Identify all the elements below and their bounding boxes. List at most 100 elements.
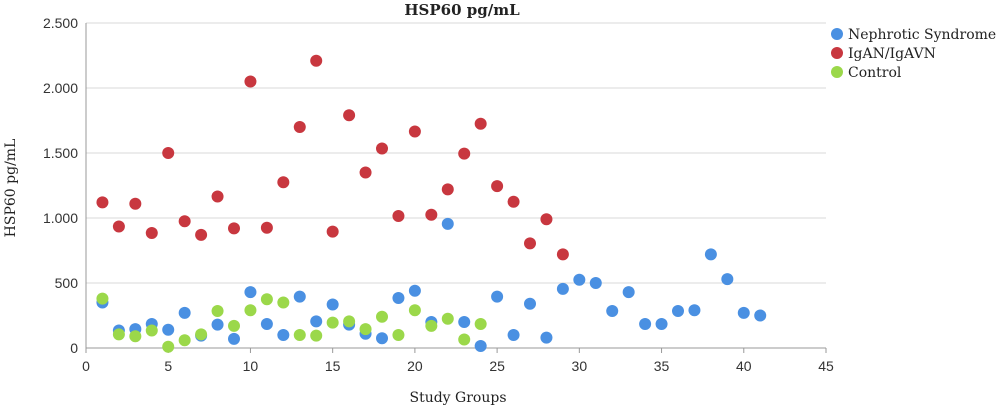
point-nephrotic-syndrome xyxy=(376,332,388,345)
point-control xyxy=(129,330,142,343)
legend-marker xyxy=(831,66,843,78)
y-tick-label: 2.500 xyxy=(43,15,78,31)
point-igan-igavn xyxy=(244,75,257,88)
x-tick-labels: 0 5 10 15 20 25 30 35 40 45 xyxy=(82,348,834,374)
point-nephrotic-syndrome xyxy=(589,277,602,289)
legend-label: Control xyxy=(848,65,902,81)
point-nephrotic-syndrome xyxy=(556,282,569,295)
point-igan-igavn xyxy=(343,109,356,122)
point-control xyxy=(359,323,372,336)
point-igan-igavn xyxy=(458,147,471,160)
point-control xyxy=(441,312,454,325)
point-igan-igavn xyxy=(425,208,438,221)
point-igan-igavn xyxy=(277,176,290,189)
point-igan-igavn xyxy=(195,228,208,241)
point-nephrotic-syndrome xyxy=(524,297,536,310)
point-nephrotic-syndrome xyxy=(392,291,405,304)
point-nephrotic-syndrome xyxy=(507,329,520,341)
point-control xyxy=(326,316,339,329)
data-points xyxy=(96,54,767,353)
x-tick-label: 0 xyxy=(82,358,90,374)
point-igan-igavn xyxy=(178,215,191,228)
y-tick-label: 1.500 xyxy=(43,145,78,161)
point-control xyxy=(260,293,273,306)
point-nephrotic-syndrome xyxy=(458,316,471,328)
y-tick-labels: 0 500 1.000 1.500 2.000 2.500 xyxy=(43,15,78,356)
y-tick-label: 1.000 xyxy=(43,210,78,226)
point-nephrotic-syndrome xyxy=(228,332,240,345)
point-igan-igavn xyxy=(408,125,421,138)
point-control xyxy=(458,333,471,346)
point-igan-igavn xyxy=(293,121,306,133)
point-igan-igavn xyxy=(359,166,372,179)
x-tick-label: 40 xyxy=(736,358,752,374)
point-nephrotic-syndrome xyxy=(326,298,339,311)
legend-marker xyxy=(831,28,843,40)
x-axis-label: Study Groups xyxy=(409,390,506,406)
point-control xyxy=(178,334,191,347)
point-igan-igavn xyxy=(96,196,109,209)
point-control xyxy=(408,304,421,317)
point-igan-igavn xyxy=(556,248,569,261)
point-control xyxy=(277,296,290,309)
point-control xyxy=(244,304,257,317)
point-control xyxy=(228,319,240,332)
gridlines xyxy=(86,22,826,284)
x-tick-label: 10 xyxy=(243,358,259,374)
point-nephrotic-syndrome xyxy=(244,286,257,299)
point-nephrotic-syndrome xyxy=(260,317,273,330)
y-tick-label: 0 xyxy=(70,340,78,356)
point-igan-igavn xyxy=(474,117,487,130)
point-nephrotic-syndrome xyxy=(277,329,290,341)
point-nephrotic-syndrome xyxy=(178,306,191,319)
point-igan-igavn xyxy=(392,210,405,223)
x-tick-label: 15 xyxy=(325,358,341,374)
y-axis-label: HSP60 pg/mL xyxy=(3,139,19,238)
point-nephrotic-syndrome xyxy=(754,309,767,322)
x-tick-label: 35 xyxy=(654,358,670,374)
point-igan-igavn xyxy=(540,213,553,226)
legend-label: Nephrotic Syndrome xyxy=(848,27,996,43)
point-control xyxy=(195,328,208,341)
point-nephrotic-syndrome xyxy=(655,317,668,330)
point-igan-igavn xyxy=(162,147,175,159)
point-igan-igavn xyxy=(524,237,536,250)
legend-marker xyxy=(831,47,843,59)
legend: Nephrotic Syndrome IgAN/IgAVN Control xyxy=(831,27,996,81)
point-nephrotic-syndrome xyxy=(310,315,323,328)
point-control xyxy=(425,319,438,332)
point-control xyxy=(376,310,388,323)
point-nephrotic-syndrome xyxy=(540,331,553,344)
chart-title: HSP60 pg/mL xyxy=(404,1,520,19)
point-control xyxy=(211,304,224,317)
point-control xyxy=(162,340,175,353)
x-tick-label: 20 xyxy=(407,358,423,374)
x-tick-label: 45 xyxy=(818,358,834,374)
point-igan-igavn xyxy=(491,180,504,193)
point-nephrotic-syndrome xyxy=(211,318,224,331)
point-igan-igavn xyxy=(507,195,520,208)
y-tick-label: 2.000 xyxy=(43,80,78,96)
point-igan-igavn xyxy=(326,225,339,238)
point-control xyxy=(96,292,109,305)
point-igan-igavn xyxy=(129,197,142,210)
point-nephrotic-syndrome xyxy=(639,317,652,330)
point-nephrotic-syndrome xyxy=(293,290,306,303)
point-nephrotic-syndrome xyxy=(622,286,635,299)
point-nephrotic-syndrome xyxy=(408,284,421,297)
point-control xyxy=(474,317,487,330)
point-igan-igavn xyxy=(211,190,224,203)
point-igan-igavn xyxy=(112,220,125,233)
point-nephrotic-syndrome xyxy=(491,290,504,303)
point-nephrotic-syndrome xyxy=(441,217,454,230)
point-nephrotic-syndrome xyxy=(474,340,487,353)
point-control xyxy=(310,329,323,342)
point-igan-igavn xyxy=(260,221,273,234)
point-nephrotic-syndrome xyxy=(704,248,717,261)
x-tick-label: 5 xyxy=(164,358,172,374)
point-nephrotic-syndrome xyxy=(672,304,684,317)
point-control xyxy=(392,329,405,341)
point-nephrotic-syndrome xyxy=(737,306,750,319)
legend-label: IgAN/IgAVN xyxy=(848,46,936,62)
